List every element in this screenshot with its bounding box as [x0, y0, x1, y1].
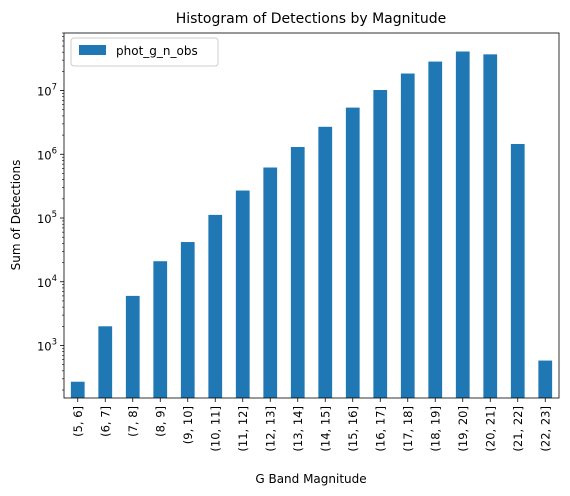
bar — [153, 261, 168, 398]
y-tick-label: 104 — [37, 274, 57, 290]
x-tick-label: (13, 14] — [291, 406, 305, 452]
x-tick-label: (7, 8] — [126, 406, 140, 437]
x-tick-label: (20, 21] — [483, 406, 497, 452]
bar — [98, 326, 113, 398]
legend-label: phot_g_n_obs — [116, 44, 198, 58]
bar — [290, 147, 305, 398]
bar — [235, 190, 250, 398]
x-tick-label: (10, 11] — [208, 406, 222, 452]
bar — [318, 126, 333, 398]
bar — [70, 381, 85, 398]
y-axis-label: Sum of Detections — [9, 160, 23, 271]
x-tick-label: (5, 6] — [71, 406, 85, 437]
bars-group — [70, 51, 553, 399]
x-tick-label: (16, 17] — [373, 406, 387, 452]
bar — [263, 167, 278, 398]
x-tick-label: (17, 18] — [401, 406, 415, 452]
x-tick-label: (21, 22] — [511, 406, 525, 452]
chart-title: Histogram of Detections by Magnitude — [176, 11, 447, 27]
x-tick-label: (14, 15] — [318, 406, 332, 452]
bar — [400, 73, 415, 398]
y-tick-label: 107 — [37, 83, 57, 99]
legend: phot_g_n_obs — [70, 37, 219, 67]
bar — [538, 360, 553, 398]
y-tick-label: 106 — [37, 146, 57, 162]
x-tick-label: (8, 9] — [153, 406, 167, 437]
x-tick-label: (22, 23] — [538, 406, 552, 452]
x-tick-label: (15, 16] — [346, 406, 360, 452]
bar — [180, 242, 195, 398]
bar — [345, 107, 360, 398]
bar — [208, 214, 223, 398]
x-tick-label: (11, 12] — [236, 406, 250, 452]
y-tick-label: 105 — [37, 210, 57, 226]
x-tick-label: (6, 7] — [98, 406, 112, 437]
bar — [455, 51, 470, 399]
x-tick-label: (18, 19] — [428, 406, 442, 452]
bar — [125, 295, 140, 398]
bar — [373, 90, 388, 399]
plot-frame — [63, 32, 560, 399]
bar — [483, 54, 498, 398]
legend-swatch — [79, 45, 106, 55]
bar — [510, 144, 525, 398]
bar — [428, 61, 443, 398]
y-ticks-group: 103 104 105 106 107 — [37, 32, 64, 391]
legend-box — [70, 37, 219, 67]
x-tick-label: (19, 20] — [456, 406, 470, 452]
x-axis-label: G Band Magnitude — [255, 472, 366, 486]
x-tick-label: (9, 10] — [181, 406, 195, 444]
x-tick-label: (12, 13] — [263, 406, 277, 452]
y-tick-label: 103 — [37, 337, 57, 353]
x-ticks-group: (5, 6] (6, 7] (7, 8] (8, 9] (9, 10] (10, 11] (… — [71, 398, 552, 452]
